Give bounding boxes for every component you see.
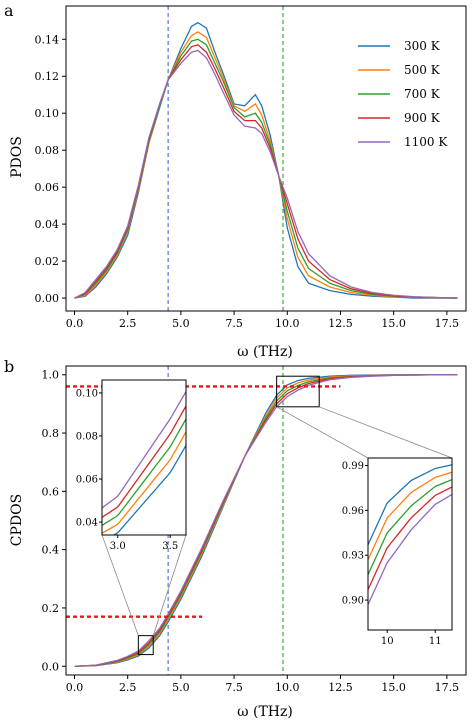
legend-label-700k: 700 K (404, 87, 441, 101)
cpdos-xtick-label-4: 10.0 (275, 681, 300, 694)
left-inset-xtick-label-0: 3.0 (110, 541, 126, 552)
left-inset-ytick-label-0: 0.04 (76, 518, 98, 529)
right-inset-series-300-k (368, 464, 452, 546)
pdos-ytick-label-4: 0.08 (35, 144, 60, 157)
left-inset-series-700-k (102, 418, 186, 526)
pdos-ytick-label-0: 0.00 (35, 292, 60, 305)
cpdos-ytick-label-1: 0.2 (42, 602, 60, 615)
cpdos-ytick-label-0: 0.0 (42, 660, 60, 673)
right-inset-frame (367, 457, 453, 631)
cpdos-ytick-label-2: 0.4 (42, 544, 60, 557)
right-inset-xtick-label-1: 11 (429, 636, 442, 647)
left-inset: 3.0 3.5 0.04 0.06 0.08 0.10 (76, 379, 187, 552)
pdos-xtick-label-3: 7.5 (225, 317, 243, 330)
left-inset-connector-1 (152, 534, 187, 636)
right-inset-xtick-label-0: 10 (381, 636, 394, 647)
pdos-ytick-label-5: 0.10 (35, 107, 60, 120)
cpdos-plot-area (74, 366, 458, 675)
cpdos-series-1100-k (74, 374, 458, 667)
cpdos-ytick-label-4: 0.8 (42, 427, 60, 440)
left-inset-series-300-k (112, 445, 186, 535)
right-inset-ytick-label-0: 0.90 (342, 596, 364, 607)
panel-label-a: a (4, 1, 14, 20)
cpdos-xtick-label-6: 15.0 (381, 681, 406, 694)
right-inset-connector-1 (319, 406, 453, 459)
panel-label-b: b (4, 357, 14, 376)
left-inset-frame (101, 379, 187, 536)
pdos-xtick-label-0: 0.0 (66, 317, 84, 330)
right-inset-plot-area (368, 464, 452, 605)
left-inset-series-900-k (102, 405, 186, 518)
pdos-xtick-label-2: 5.0 (172, 317, 190, 330)
pdos-ytick-label-7: 0.14 (35, 33, 60, 46)
pdos-ytick-label-1: 0.02 (35, 255, 60, 268)
pdos-chart: 0.0 2.5 5.0 7.5 10.0 12.5 15.0 17.5 0.00 0.02 0.04… (35, 5, 467, 330)
pdos-legend: 300 K 500 K 700 K 900 K 1100 K (358, 39, 448, 149)
cpdos-frame (65, 365, 467, 676)
right-inset-connector-0 (276, 406, 369, 459)
left-inset-ytick-label-3: 0.10 (76, 388, 98, 399)
left-inset-series-1100-k (102, 391, 186, 509)
pdos-series-1100-k (74, 49, 458, 299)
cpdos-ytick-label-5: 1.0 (42, 369, 60, 382)
legend-label-900k: 900 K (404, 111, 441, 125)
left-inset-xtick-label-1: 3.5 (162, 541, 178, 552)
left-inset-series-500-k (102, 431, 186, 534)
left-inset-ytick-label-2: 0.08 (76, 431, 98, 442)
cpdos-xtick-label-0: 0.0 (66, 681, 84, 694)
right-inset-series-700-k (368, 479, 452, 575)
pdos-xtick-label-4: 10.0 (275, 317, 300, 330)
pdos-xtick-label-7: 17.5 (435, 317, 460, 330)
legend-label-300k: 300 K (404, 39, 441, 53)
right-inset-ytick-label-3: 0.99 (342, 461, 364, 472)
cpdos-ylabel: CPDOS (9, 494, 25, 546)
right-inset: 10 11 0.90 0.93 0.96 0.99 (342, 457, 453, 647)
cpdos-xtick-label-5: 12.5 (328, 681, 353, 694)
zoom-box-0 (137, 635, 154, 656)
right-inset-bg (368, 458, 452, 630)
zoom-box-1 (276, 375, 320, 408)
cpdos-xtick-label-2: 5.0 (172, 681, 190, 694)
right-inset-series-500-k (368, 471, 452, 560)
right-inset-ytick-label-1: 0.93 (342, 551, 364, 562)
left-inset-connector-0 (101, 534, 139, 636)
left-inset-plot-area (102, 391, 186, 535)
cpdos-xtick-label-7: 17.5 (435, 681, 460, 694)
pdos-series-300-k (74, 21, 458, 299)
pdos-frame (65, 5, 467, 312)
cpdos-xtick-label-3: 7.5 (225, 681, 243, 694)
cpdos-ytick-label-3: 0.6 (42, 485, 60, 498)
right-inset-series-1100-k (368, 493, 452, 605)
legend-label-1100k: 1100 K (404, 135, 448, 149)
pdos-ylabel: PDOS (9, 136, 25, 178)
pdos-xtick-label-6: 15.0 (381, 317, 406, 330)
cpdos-xtick-label-1: 2.5 (119, 681, 137, 694)
legend-label-500k: 500 K (404, 63, 441, 77)
pdos-ytick-label-3: 0.06 (35, 181, 60, 194)
pdos-xlabel: ω (THz) (237, 344, 293, 360)
pdos-ytick-label-2: 0.04 (35, 218, 60, 231)
right-inset-ytick-label-2: 0.96 (342, 506, 364, 517)
right-inset-series-900-k (368, 486, 452, 590)
left-inset-ytick-label-1: 0.06 (76, 475, 98, 486)
pdos-xtick-label-1: 2.5 (119, 317, 137, 330)
pdos-ytick-label-6: 0.12 (35, 70, 60, 83)
cpdos-xlabel: ω (THz) (237, 704, 293, 720)
pdos-plot-area (74, 6, 458, 311)
pdos-xtick-label-5: 12.5 (328, 317, 353, 330)
